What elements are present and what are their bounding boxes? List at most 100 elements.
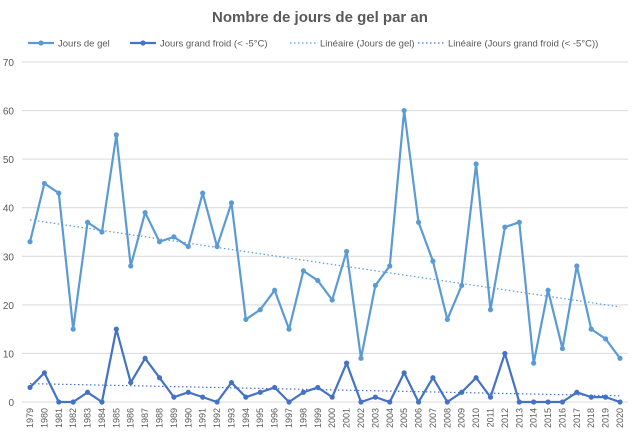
data-point: [128, 379, 134, 386]
x-tick-label: 1991: [198, 408, 208, 428]
data-point: [300, 389, 307, 395]
data-point: [272, 384, 278, 391]
trendline: [29, 219, 621, 308]
x-tick-label: 2017: [572, 408, 582, 428]
data-point: [315, 277, 321, 284]
data-point: [617, 355, 623, 361]
x-tick-label: 1996: [270, 408, 280, 428]
data-point: [329, 394, 335, 400]
data-point: [430, 258, 436, 264]
x-tick-label: 2002: [356, 408, 366, 428]
x-tick-label: 2010: [471, 408, 481, 428]
y-tick-label: 0: [8, 398, 14, 409]
data-point: [574, 389, 580, 395]
data-point: [487, 307, 494, 313]
data-point: [415, 219, 422, 225]
x-axis: 1979 1980 1981 1982 1983 1984 1985 1986 1987 1988…: [25, 408, 625, 428]
data-point: [113, 326, 119, 332]
x-tick-label: 1982: [68, 408, 78, 428]
x-tick-label: 1989: [169, 408, 179, 428]
x-tick-label: 2005: [399, 408, 409, 428]
x-tick-label: 2018: [586, 408, 596, 428]
data-point: [41, 370, 47, 376]
x-tick-label: 1994: [241, 408, 251, 428]
data-point: [545, 399, 551, 405]
series: [27, 107, 623, 405]
data-point: [487, 394, 494, 400]
data-point: [257, 389, 263, 395]
data-point: [171, 234, 177, 240]
data-point: [516, 399, 522, 405]
x-tick-label: 1990: [183, 408, 193, 428]
data-point: [257, 307, 263, 313]
x-tick-label: 2008: [442, 408, 452, 428]
x-tick-label: 1992: [212, 408, 222, 428]
legend-point-marker: [140, 40, 146, 46]
data-point: [401, 370, 407, 376]
x-tick-label: 1981: [54, 408, 64, 428]
y-tick-label: 40: [3, 204, 15, 215]
data-point: [99, 229, 105, 235]
x-tick-label: 2004: [385, 408, 395, 428]
data-point: [84, 389, 91, 395]
x-tick-label: 2015: [543, 408, 553, 428]
data-point: [200, 394, 206, 400]
x-tick-label: 2001: [342, 408, 352, 428]
data-point: [559, 399, 566, 405]
data-point: [559, 345, 566, 352]
data-point: [243, 394, 249, 400]
data-point: [387, 399, 393, 405]
data-point: [459, 282, 465, 289]
data-point: [358, 355, 364, 361]
data-point: [70, 326, 76, 332]
data-point: [156, 375, 163, 381]
y-tick-label: 10: [3, 349, 15, 360]
data-point: [516, 219, 522, 225]
data-point: [185, 389, 191, 395]
data-point: [214, 243, 220, 250]
data-point: [444, 316, 450, 323]
chart-title: Nombre de jours de gel par an: [212, 9, 428, 26]
data-point: [473, 375, 479, 381]
data-point: [113, 132, 119, 138]
x-tick-label: 2007: [428, 408, 438, 428]
x-tick-label: 2013: [514, 408, 524, 428]
series-line-0: [28, 109, 621, 365]
data-point: [617, 399, 623, 405]
x-tick-label: 1986: [126, 408, 136, 428]
data-point: [358, 399, 364, 405]
data-point: [502, 350, 508, 357]
data-point: [171, 394, 177, 400]
x-tick-label: 2006: [414, 408, 424, 428]
legend-point-marker: [38, 40, 44, 46]
x-tick-label: 2016: [557, 408, 567, 428]
y-tick-label: 60: [3, 107, 15, 118]
data-point: [228, 200, 235, 206]
x-tick-label: 2019: [601, 408, 611, 428]
data-point: [502, 224, 508, 230]
data-point: [84, 219, 91, 225]
data-point: [27, 239, 33, 245]
data-point: [243, 316, 249, 323]
data-point: [41, 180, 47, 187]
data-point: [343, 360, 350, 366]
data-point: [588, 326, 594, 332]
data-point: [372, 282, 378, 289]
x-tick-label: 2020: [615, 408, 625, 428]
data-point: [473, 161, 479, 167]
data-point: [588, 394, 594, 400]
x-tick-label: 2003: [370, 408, 380, 428]
data-point: [574, 263, 580, 269]
data-point: [286, 326, 292, 332]
legend-label: Jours grand froid (< -5°C): [160, 39, 268, 50]
x-tick-label: 1985: [111, 408, 121, 428]
data-point: [272, 287, 278, 293]
x-tick-label: 2014: [529, 408, 539, 428]
data-point: [99, 399, 105, 405]
data-point: [603, 336, 609, 342]
data-point: [401, 107, 407, 114]
data-point: [300, 268, 307, 274]
trendlines: [29, 219, 621, 397]
x-tick-label: 2009: [457, 408, 467, 428]
